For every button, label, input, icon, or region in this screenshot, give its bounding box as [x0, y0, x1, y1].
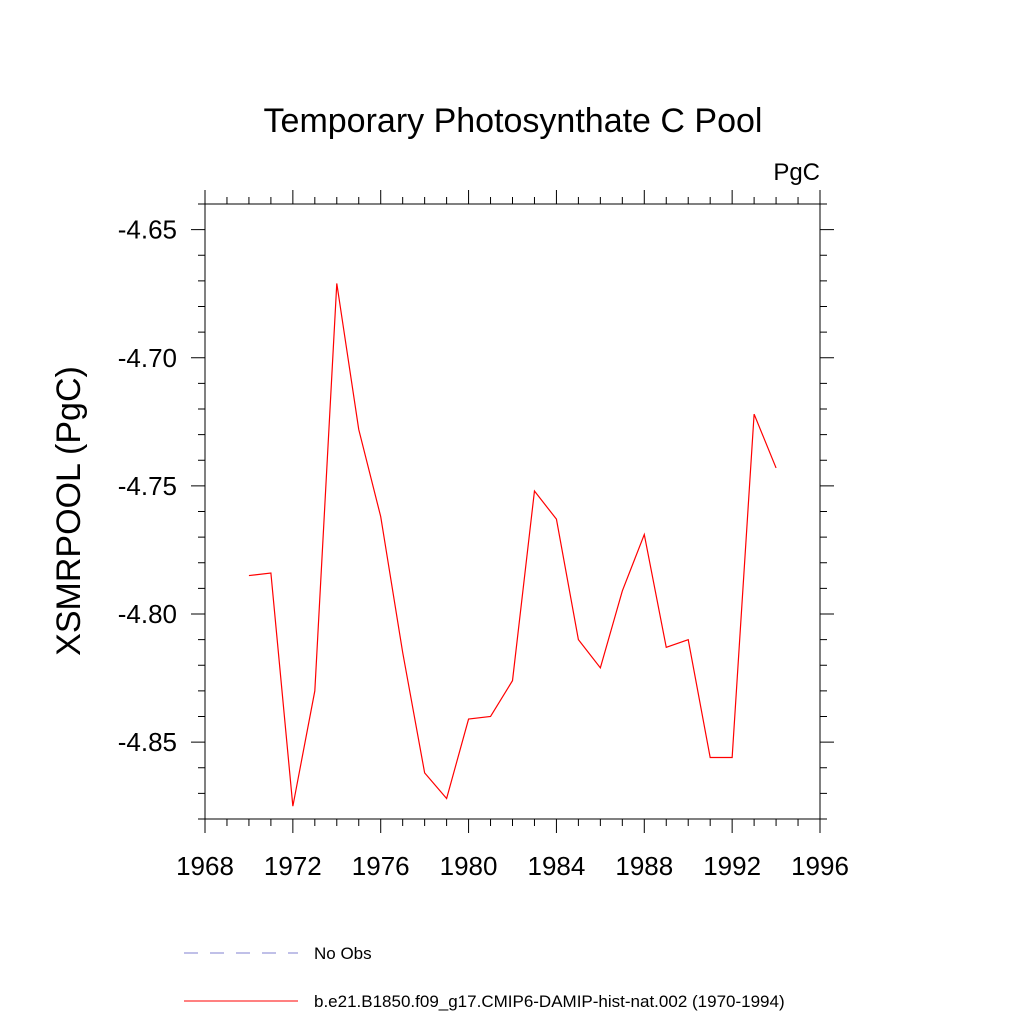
x-tick-label: 1996 — [791, 851, 849, 881]
axis-ticks — [191, 190, 834, 833]
legend-label: b.e21.B1850.f09_g17.CMIP6-DAMIP-hist-nat… — [314, 992, 785, 1011]
legend: No Obs b.e21.B1850.f09_g17.CMIP6-DAMIP-hi… — [184, 944, 785, 1011]
y-tick-label: -4.65 — [118, 215, 177, 245]
x-tick-label: 1976 — [352, 851, 410, 881]
units-label: PgC — [773, 159, 820, 186]
y-axis-label: XSMRPOOL (PgC) — [50, 366, 88, 656]
series-line — [248, 283, 777, 807]
y-tick-label: -4.80 — [118, 599, 177, 629]
y-tick-label: -4.85 — [118, 727, 177, 757]
axis-tick-labels: 1968 1972 1976 1980 1984 1988 1992 1996 -4.65 -4.… — [118, 215, 849, 881]
plot-frame — [204, 203, 821, 820]
legend-label: No Obs — [314, 944, 372, 963]
x-tick-label: 1992 — [703, 851, 761, 881]
x-tick-label: 1980 — [440, 851, 498, 881]
x-tick-label: 1988 — [615, 851, 673, 881]
y-tick-label: -4.70 — [118, 343, 177, 373]
x-tick-label: 1968 — [176, 851, 234, 881]
y-tick-label: -4.75 — [118, 471, 177, 501]
chart-title: Temporary Photosynthate C Pool — [264, 102, 763, 140]
series-lines — [248, 283, 777, 807]
x-tick-label: 1984 — [528, 851, 586, 881]
x-tick-label: 1972 — [264, 851, 322, 881]
